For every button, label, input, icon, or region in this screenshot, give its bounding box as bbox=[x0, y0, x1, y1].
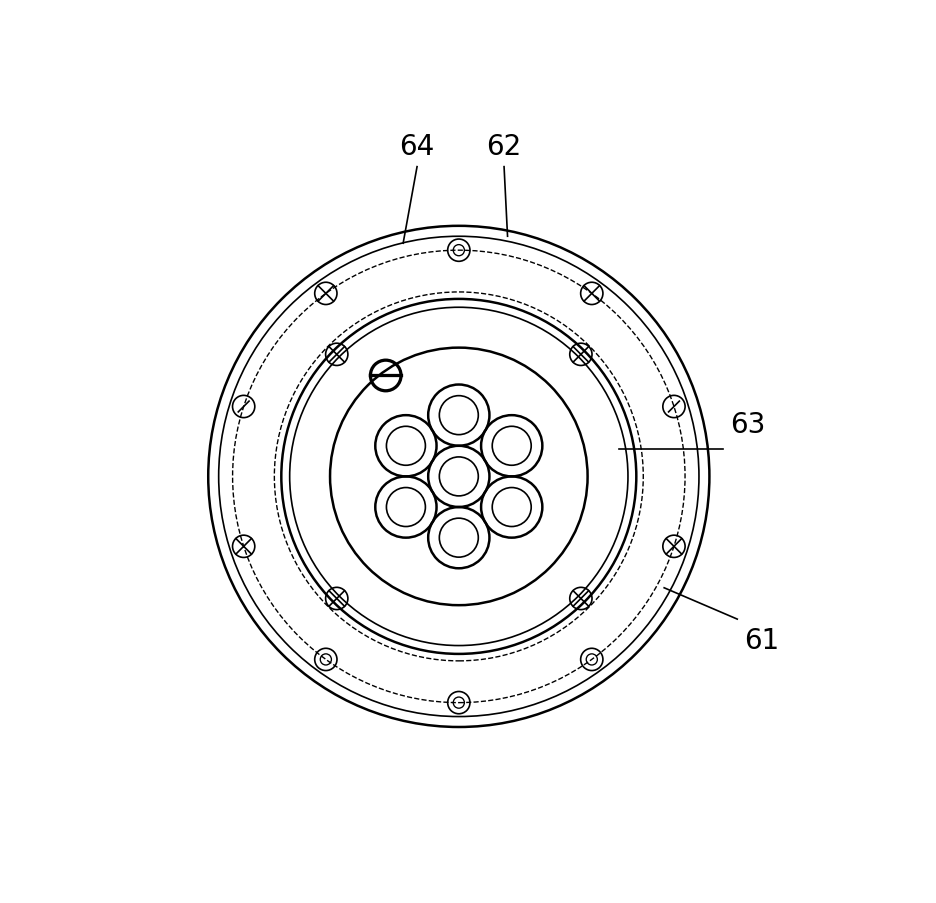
Text: 62: 62 bbox=[487, 133, 521, 161]
Text: 64: 64 bbox=[400, 133, 434, 161]
Text: 63: 63 bbox=[730, 411, 766, 439]
Text: 61: 61 bbox=[744, 627, 780, 655]
